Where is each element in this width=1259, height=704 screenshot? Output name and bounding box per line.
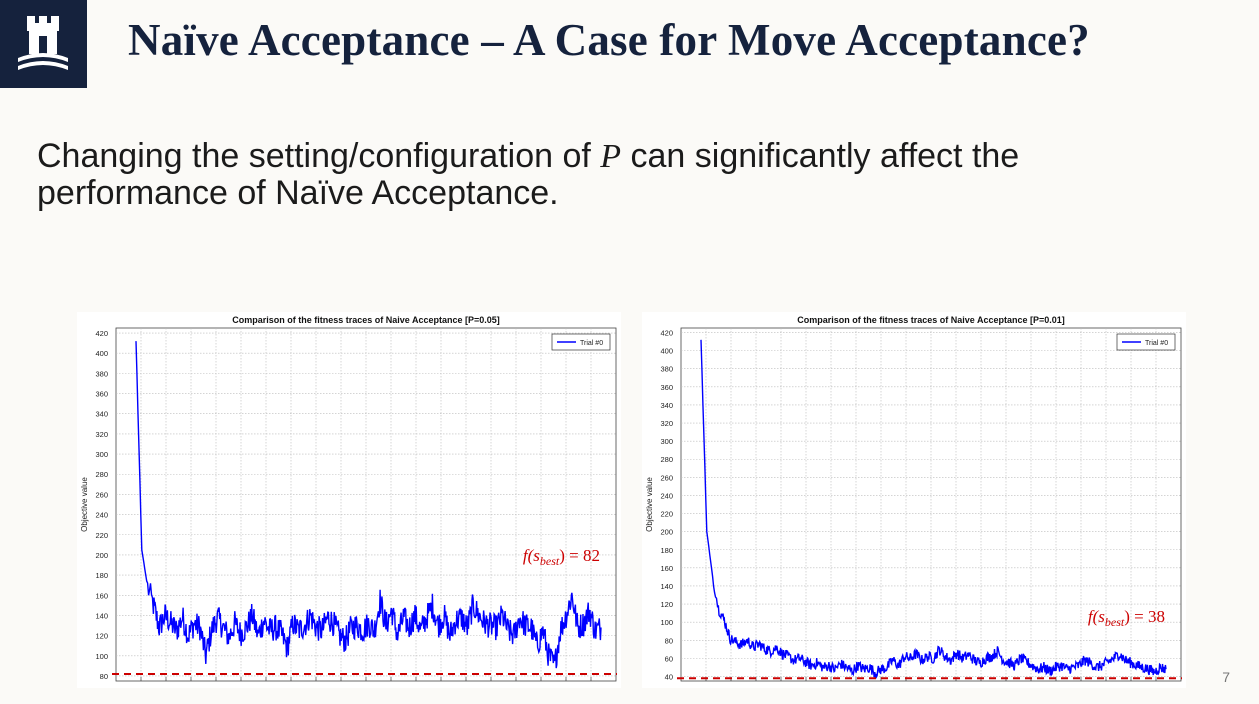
legend-box (551, 333, 611, 351)
best-value-label: f(sbest) = 38 (1088, 607, 1165, 629)
y-tick-label: 200 (660, 528, 673, 537)
y-tick-label: 400 (660, 347, 673, 356)
y-tick-label: 380 (660, 365, 673, 374)
y-tick-label: 220 (95, 531, 108, 540)
university-logo (0, 0, 87, 88)
best-value-label: f(sbest) = 82 (523, 546, 600, 568)
series-trial-0-line (135, 341, 602, 669)
y-tick-label: 120 (660, 600, 673, 609)
y-tick-label: 360 (95, 390, 108, 399)
y-tick-label: 340 (95, 410, 108, 419)
y-tick-label: 260 (95, 490, 108, 499)
y-tick-label: 320 (660, 419, 673, 428)
y-tick-label: 420 (660, 329, 673, 338)
body-text-start: Changing the setting/configuration of (37, 137, 601, 175)
y-tick-label: 60 (665, 654, 673, 663)
y-tick-label: 280 (660, 455, 673, 464)
y-tick-label: 120 (95, 632, 108, 641)
chart-svg: Comparison of the fitness traces of Naiv… (645, 315, 1182, 681)
y-tick-label: 180 (660, 546, 673, 555)
chart-title: Comparison of the fitness traces of Naiv… (797, 315, 1065, 325)
y-tick-label: 160 (95, 591, 108, 600)
chart-p001: Comparison of the fitness traces of Naiv… (642, 312, 1186, 688)
y-tick-label: 200 (95, 551, 108, 560)
y-tick-label: 80 (100, 672, 108, 681)
y-tick-label: 140 (660, 582, 673, 591)
y-tick-label: 80 (665, 636, 673, 645)
series-trial-0-line (700, 339, 1167, 679)
y-tick-label: 160 (660, 564, 673, 573)
body-paragraph: Changing the setting/configuration of P … (37, 138, 1187, 212)
legend-label: Trial #0 (580, 340, 603, 347)
y-tick-label: 420 (95, 329, 108, 338)
y-tick-label: 380 (95, 369, 108, 378)
y-axis-label: Objective value (80, 477, 89, 532)
y-tick-label: 300 (660, 437, 673, 446)
chart-title: Comparison of the fitness traces of Naiv… (232, 315, 500, 325)
y-tick-label: 180 (95, 571, 108, 580)
chart-p005: Comparison of the fitness traces of Naiv… (77, 312, 621, 688)
y-tick-label: 300 (95, 450, 108, 459)
y-tick-label: 360 (660, 383, 673, 392)
y-tick-label: 240 (660, 491, 673, 500)
y-tick-label: 40 (665, 672, 673, 681)
legend-box (1116, 333, 1176, 351)
variable-p: P (600, 138, 622, 175)
page-number: 7 (1222, 669, 1230, 685)
y-tick-label: 240 (95, 511, 108, 520)
chart-svg: Comparison of the fitness traces of Naiv… (80, 315, 617, 682)
legend-label: Trial #0 (1145, 340, 1168, 347)
slide-title: Naïve Acceptance – A Case for Move Accep… (128, 15, 1090, 65)
y-axis-label: Objective value (645, 477, 654, 532)
y-tick-label: 220 (660, 510, 673, 519)
y-tick-label: 140 (95, 611, 108, 620)
y-tick-label: 100 (95, 652, 108, 661)
y-tick-label: 260 (660, 473, 673, 482)
y-tick-label: 400 (95, 349, 108, 358)
y-tick-label: 100 (660, 618, 673, 627)
y-tick-label: 280 (95, 470, 108, 479)
castle-logo-icon (18, 16, 68, 70)
body-text-end: can significantly affect the performance… (37, 137, 1020, 212)
y-tick-label: 340 (660, 401, 673, 410)
y-tick-label: 320 (95, 430, 108, 439)
